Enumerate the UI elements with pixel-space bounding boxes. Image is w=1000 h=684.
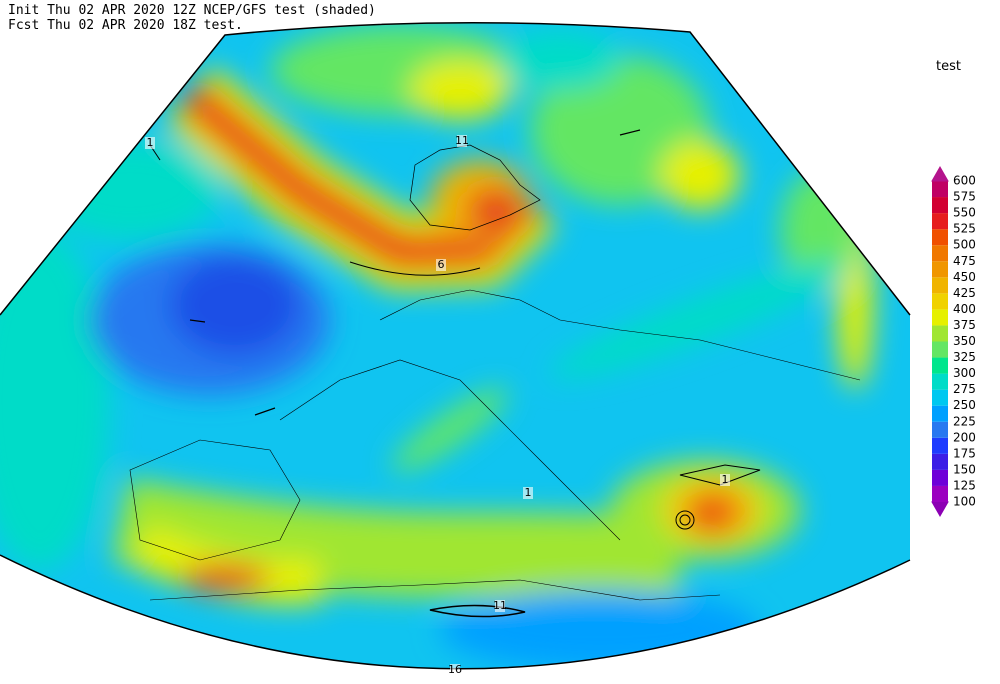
colorbar-segment <box>932 213 948 230</box>
colorbar-label: 450 <box>953 270 976 284</box>
colorbar-segment <box>932 309 948 326</box>
colorbar-segment <box>932 181 948 198</box>
contour-label: 6 <box>438 258 445 271</box>
colorbar-label: 400 <box>953 302 976 316</box>
colorbar-segment <box>932 357 948 374</box>
colorbar-segment <box>932 405 948 422</box>
header-line-1: Init Thu 02 APR 2020 12Z NCEP/GFS test (… <box>8 3 376 18</box>
colorbar: 100 125 150 175 200 225 250 275 300 325 350 375 400 4… <box>931 165 976 518</box>
colorbar-label: 300 <box>953 366 976 380</box>
colorbar-segment <box>932 197 948 214</box>
colorbar-high-triangle <box>931 165 949 182</box>
colorbar-label: 275 <box>953 382 976 396</box>
contour-label: 1 <box>722 473 729 486</box>
contour-label-bg <box>436 259 446 271</box>
header-line-2: Fcst Thu 02 APR 2020 18Z test. <box>8 18 243 33</box>
colorbar-label: 475 <box>953 254 976 268</box>
colorbar-segment <box>932 485 948 502</box>
colorbar-segment <box>932 437 948 454</box>
colorbar-segment <box>932 453 948 470</box>
colorbar-segment <box>932 421 948 438</box>
colorbar-segment <box>932 469 948 486</box>
colorbar-label: 325 <box>953 350 976 364</box>
colorbar-label: 350 <box>953 334 976 348</box>
colorbar-segment <box>932 277 948 294</box>
contour-label-bg <box>495 600 505 612</box>
colorbar-segment <box>932 389 948 406</box>
colorbar-label: 225 <box>953 414 976 428</box>
colorbar-segment <box>932 325 948 342</box>
contour-label: 11 <box>455 134 469 147</box>
colorbar-title: test <box>936 59 961 74</box>
colorbar-label: 175 <box>953 446 976 460</box>
colorbar-label: 425 <box>953 286 976 300</box>
contour-label: 1 <box>525 486 532 499</box>
colorbar-label: 550 <box>953 206 976 220</box>
contour-label-bg <box>720 474 730 486</box>
colorbar-label: 500 <box>953 238 976 252</box>
colorbar-segment <box>932 341 948 358</box>
colorbar-label: 100 <box>953 495 976 509</box>
colorbar-label: 575 <box>953 190 976 204</box>
colorbar-low-triangle <box>931 501 949 518</box>
colorbar-segment <box>932 229 948 246</box>
contour-label-bg <box>450 664 460 676</box>
colorbar-label: 600 <box>953 174 976 188</box>
contour-label: 11 <box>493 599 507 612</box>
contour-label: 16 <box>448 663 462 676</box>
colorbar-segment <box>932 373 948 390</box>
colorbar-label: 150 <box>953 462 976 476</box>
colorbar-label: 200 <box>953 430 976 444</box>
colorbar-segment <box>932 245 948 262</box>
colorbar-label: 525 <box>953 222 976 236</box>
colorbar-label: 250 <box>953 398 976 412</box>
colorbar-segment <box>932 293 948 310</box>
contour-label-bg <box>457 135 467 147</box>
contour-label-bg <box>523 487 533 499</box>
colorbar-segment <box>932 261 948 278</box>
colorbar-label: 375 <box>953 318 976 332</box>
colorbar-label: 125 <box>953 478 976 492</box>
contour-label: 1 <box>147 136 154 149</box>
contour-label-bg <box>145 137 155 149</box>
